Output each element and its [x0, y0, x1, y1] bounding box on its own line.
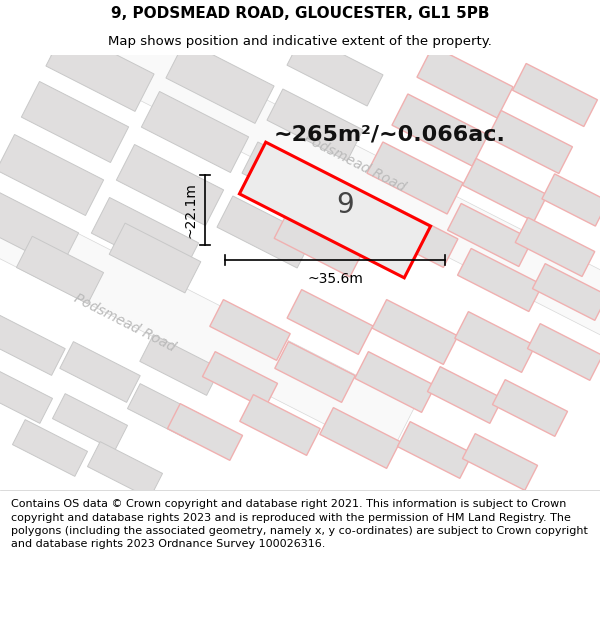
Polygon shape	[140, 334, 220, 396]
Polygon shape	[88, 442, 163, 498]
Polygon shape	[167, 404, 242, 461]
Polygon shape	[242, 142, 338, 214]
Text: Podsmead Road: Podsmead Road	[72, 291, 178, 354]
Text: Podsmead Road: Podsmead Road	[302, 131, 408, 194]
Polygon shape	[355, 352, 435, 412]
Polygon shape	[515, 217, 595, 276]
Polygon shape	[116, 144, 224, 226]
Polygon shape	[320, 408, 400, 468]
Polygon shape	[367, 142, 463, 214]
Polygon shape	[0, 188, 79, 269]
Polygon shape	[455, 312, 535, 372]
Polygon shape	[239, 142, 431, 278]
Polygon shape	[240, 394, 320, 456]
Text: ~265m²/~0.066ac.: ~265m²/~0.066ac.	[274, 125, 506, 145]
Polygon shape	[274, 207, 366, 277]
Polygon shape	[52, 394, 128, 451]
Polygon shape	[23, 0, 600, 381]
Polygon shape	[202, 352, 278, 408]
Polygon shape	[463, 434, 538, 491]
Polygon shape	[463, 159, 547, 221]
Polygon shape	[372, 299, 458, 364]
Polygon shape	[142, 91, 248, 172]
Polygon shape	[109, 223, 201, 293]
Text: 9: 9	[336, 191, 354, 219]
Polygon shape	[287, 289, 373, 354]
Polygon shape	[542, 174, 600, 226]
Polygon shape	[166, 41, 274, 123]
Text: Contains OS data © Crown copyright and database right 2021. This information is : Contains OS data © Crown copyright and d…	[11, 499, 587, 549]
Polygon shape	[127, 384, 203, 441]
Polygon shape	[532, 264, 600, 321]
Polygon shape	[397, 422, 473, 478]
Polygon shape	[427, 367, 503, 423]
Polygon shape	[16, 236, 104, 304]
Polygon shape	[22, 81, 128, 162]
Text: ~35.6m: ~35.6m	[307, 272, 363, 286]
Polygon shape	[493, 379, 568, 436]
Polygon shape	[0, 314, 65, 376]
Polygon shape	[372, 202, 458, 268]
Polygon shape	[0, 367, 53, 423]
Polygon shape	[527, 324, 600, 381]
Polygon shape	[60, 342, 140, 402]
Polygon shape	[0, 133, 415, 457]
Polygon shape	[46, 29, 154, 111]
Polygon shape	[0, 134, 104, 216]
Polygon shape	[458, 249, 542, 311]
Polygon shape	[512, 64, 598, 126]
Polygon shape	[267, 89, 363, 161]
Polygon shape	[417, 46, 513, 118]
Polygon shape	[287, 34, 383, 106]
Polygon shape	[210, 299, 290, 361]
Polygon shape	[13, 419, 88, 476]
Polygon shape	[91, 198, 199, 279]
Text: ~22.1m: ~22.1m	[183, 182, 197, 238]
Text: Map shows position and indicative extent of the property.: Map shows position and indicative extent…	[108, 35, 492, 48]
Polygon shape	[392, 94, 488, 166]
Polygon shape	[488, 111, 572, 174]
Text: 9, PODSMEAD ROAD, GLOUCESTER, GL1 5PB: 9, PODSMEAD ROAD, GLOUCESTER, GL1 5PB	[111, 6, 489, 21]
Polygon shape	[275, 342, 355, 402]
Polygon shape	[217, 196, 313, 268]
Polygon shape	[448, 204, 532, 266]
